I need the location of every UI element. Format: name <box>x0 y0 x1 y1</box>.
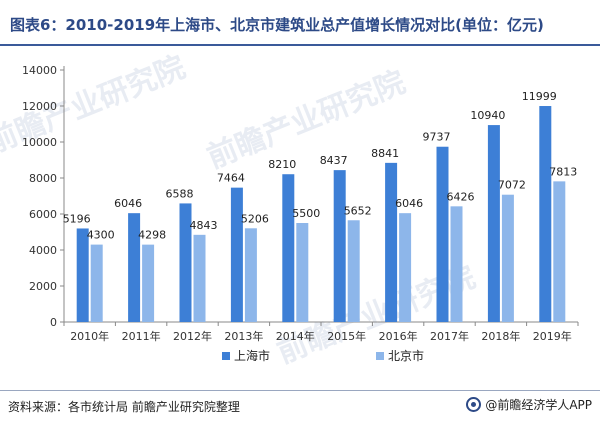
source-note: 资料来源：各市统计局 前瞻产业研究院整理 <box>8 400 240 414</box>
y-tick-label: 2000 <box>29 280 57 293</box>
legend-label-shanghai: 上海市 <box>234 348 270 363</box>
data-label-beijing: 6426 <box>447 190 475 203</box>
bar-beijing <box>347 220 360 322</box>
data-label-beijing: 6046 <box>395 197 423 210</box>
y-tick-label: 10000 <box>22 136 57 149</box>
bar-shanghai <box>179 203 192 322</box>
bar-beijing <box>296 223 309 322</box>
bar-shanghai <box>76 228 89 322</box>
x-tick-label: 2016年 <box>379 329 418 343</box>
footer-divider <box>0 390 600 391</box>
data-label-beijing: 4298 <box>138 229 166 242</box>
x-tick-label: 2018年 <box>481 329 520 343</box>
data-label-beijing: 5206 <box>241 212 269 225</box>
legend-swatch-beijing <box>376 352 384 360</box>
bar-shanghai <box>282 174 295 322</box>
bar-beijing <box>399 213 412 322</box>
bar-shanghai <box>128 213 141 322</box>
y-tick-label: 6000 <box>29 208 57 221</box>
bar-beijing <box>90 244 103 322</box>
bar-shanghai <box>385 162 398 322</box>
x-tick-label: 2014年 <box>276 329 315 343</box>
brand-text: @前瞻经济学人APP <box>485 398 592 412</box>
data-label-beijing: 7072 <box>498 179 526 192</box>
chart-title: 图表6：2010-2019年上海市、北京市建筑业总产值增长情况对比(单位：亿元) <box>10 16 544 34</box>
x-tick-label: 2010年 <box>70 329 109 343</box>
bar-shanghai <box>539 106 552 322</box>
data-label-beijing: 5652 <box>344 204 372 217</box>
legend-swatch-shanghai <box>222 352 230 360</box>
x-tick-label: 2011年 <box>122 329 161 343</box>
bar-beijing <box>450 206 463 322</box>
y-tick-label: 0 <box>50 316 57 329</box>
y-tick-label: 12000 <box>22 100 57 113</box>
data-label-shanghai: 8210 <box>268 158 296 171</box>
bar-beijing <box>501 194 514 322</box>
y-tick-label: 4000 <box>29 244 57 257</box>
brand-credit: @前瞻经济学人APP <box>466 396 592 413</box>
brand-logo-icon <box>466 397 482 412</box>
bar-beijing <box>142 244 155 322</box>
data-label-shanghai: 8437 <box>320 154 348 167</box>
bar-shanghai <box>230 187 243 322</box>
x-tick-label: 2013年 <box>224 329 263 343</box>
data-label-shanghai: 10940 <box>470 109 505 122</box>
data-label-beijing: 4300 <box>87 229 115 242</box>
x-tick-label: 2015年 <box>327 329 366 343</box>
legend-label-beijing: 北京市 <box>388 348 424 363</box>
data-label-beijing: 5500 <box>292 207 320 220</box>
y-tick-label: 14000 <box>22 64 57 77</box>
bar-beijing <box>193 234 206 322</box>
data-label-shanghai: 6588 <box>166 187 194 200</box>
data-label-beijing: 4843 <box>190 219 218 232</box>
data-label-shanghai: 5196 <box>63 212 91 225</box>
data-label-shanghai: 9737 <box>423 131 451 144</box>
data-label-shanghai: 7464 <box>217 172 245 185</box>
x-tick-label: 2019年 <box>533 329 572 343</box>
data-label-shanghai: 8841 <box>371 147 399 160</box>
x-tick-label: 2012年 <box>173 329 212 343</box>
data-label-shanghai: 6046 <box>114 197 142 210</box>
bar-beijing <box>553 181 566 322</box>
bar-shanghai <box>487 125 500 322</box>
bar-chart: 0 2000 4000 6000 8000 10000 12000 14000 5196 4300… <box>22 64 579 363</box>
data-label-beijing: 7813 <box>549 165 577 178</box>
data-label-shanghai: 11999 <box>522 90 557 103</box>
bar-shanghai <box>333 170 346 322</box>
title-divider <box>0 44 600 46</box>
x-tick-label: 2017年 <box>430 329 469 343</box>
bar-beijing <box>244 228 257 322</box>
y-tick-label: 8000 <box>29 172 57 185</box>
bar-shanghai <box>436 146 449 322</box>
